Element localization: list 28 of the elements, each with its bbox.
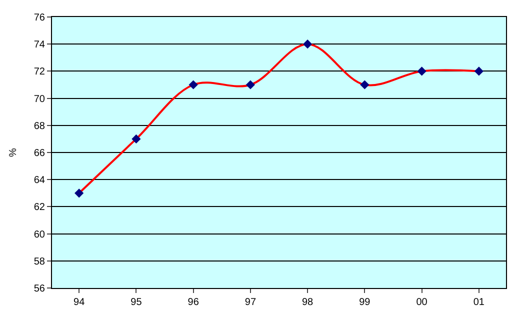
x-tick-label: 95 — [130, 297, 142, 308]
point — [360, 80, 370, 90]
x-tick-label: 01 — [473, 297, 485, 308]
y-tick-label: 66 — [34, 148, 46, 159]
y-tick-label: 56 — [34, 284, 46, 294]
point — [474, 66, 484, 76]
y-tick-label: 72 — [34, 66, 46, 78]
y-tick-label: 74 — [34, 40, 46, 51]
y-tick-label: 70 — [34, 94, 46, 105]
x-tick-label: 00 — [416, 297, 428, 308]
x-tick-label: 98 — [302, 297, 314, 308]
y-tick-label: 64 — [34, 175, 46, 186]
point — [246, 80, 255, 90]
y-tick-label: 68 — [34, 120, 46, 132]
point — [74, 188, 84, 198]
point — [417, 66, 426, 76]
y-tick-label: 62 — [34, 202, 46, 214]
x-tick-label: 97 — [244, 297, 256, 308]
y-axis-title: % — [8, 148, 19, 157]
x-tick-label: 99 — [359, 297, 371, 308]
x-tick-label: 94 — [74, 297, 86, 308]
point — [188, 80, 198, 90]
x-tick-label: 96 — [188, 297, 200, 308]
point — [132, 134, 141, 144]
y-tick-label: 60 — [34, 229, 46, 240]
y-tick-label: 76 — [34, 12, 46, 24]
point — [303, 40, 312, 49]
y-tick-label: 58 — [34, 256, 46, 268]
